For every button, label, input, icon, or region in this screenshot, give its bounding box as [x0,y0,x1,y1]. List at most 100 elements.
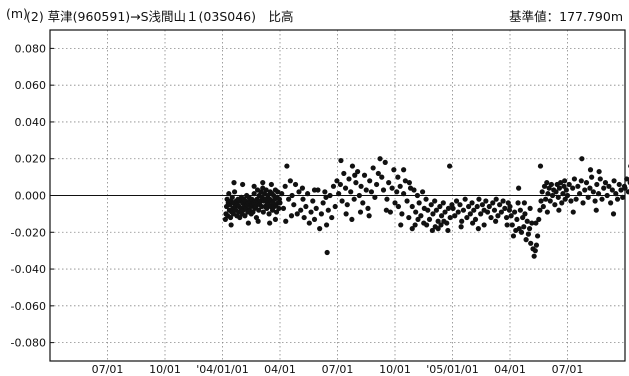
data-point [466,203,472,210]
chart-title: (2) 草津(960591)→S浅間山１(03S046) 比高 [26,9,294,24]
data-point [556,185,563,191]
data-point [353,180,359,186]
data-point [514,216,520,223]
data-point [332,203,338,210]
data-point [415,216,421,223]
data-point [576,191,583,197]
data-point [366,213,372,219]
data-point [370,165,376,171]
data-point [227,214,234,221]
data-point [279,191,285,197]
data-point [573,196,579,202]
data-point [343,211,349,217]
data-point [374,181,380,188]
y-tick-label: -0.040 [11,263,46,276]
data-point [564,192,571,199]
data-point [363,187,369,193]
data-point [464,214,470,221]
data-point [560,191,566,197]
data-point [438,222,444,228]
data-point [394,189,400,195]
data-point [523,237,529,243]
data-point [311,216,318,223]
data-point [594,181,600,188]
data-point [384,196,390,202]
data-point [344,202,350,208]
data-point [488,214,494,221]
data-point [590,189,596,195]
data-point [613,191,619,197]
data-point [399,211,405,217]
x-tick-label: 10/01 [379,363,411,376]
data-point [580,200,586,206]
data-point [483,198,489,204]
data-point [459,218,465,224]
y-tick-label: -0.060 [11,300,46,313]
data-point [356,192,362,199]
data-point [585,194,591,200]
data-point [346,176,352,182]
data-point [389,185,395,191]
data-point [414,192,421,199]
data-point [338,157,344,164]
data-point [392,200,398,206]
data-point [539,189,545,195]
data-point [401,191,407,197]
data-point [582,187,588,193]
data-point [379,174,385,180]
data-point [299,185,306,191]
data-point [280,205,287,211]
data-point [409,203,415,210]
data-point [402,178,408,184]
data-point [458,224,464,230]
data-point [401,167,407,173]
data-point [334,178,340,184]
x-tick-label: 07/01 [552,363,584,376]
data-point [592,198,598,204]
data-point [423,196,429,202]
data-point [380,187,387,193]
data-point [484,209,491,215]
data-point [601,185,607,191]
data-point [555,194,561,200]
data-point [455,209,461,215]
data-point [589,174,595,180]
data-point [432,198,438,204]
data-point [556,207,562,213]
data-point [323,194,329,200]
data-point [516,185,522,191]
data-point [310,198,316,204]
y-tick-label: 0.020 [15,153,47,166]
data-point [367,178,373,184]
data-point [305,191,311,197]
data-point [498,209,504,215]
data-point [342,185,349,191]
data-point [597,176,603,182]
x-axis: 07/01 10/01 '04/01/01 04/01 07/01 10/01 '05/01… [92,363,584,376]
data-point [587,185,593,191]
y-tick-label: 0.080 [15,42,47,55]
x-tick-label: 04/01 [264,363,296,376]
data-point [263,187,269,193]
x-tick-label: 04/01 [494,363,526,376]
data-point [398,222,404,228]
data-point [251,191,257,197]
data-point [383,207,389,213]
data-point [289,192,295,199]
data-point [503,214,510,221]
y-tick-label: 0.040 [15,116,47,129]
data-point [361,172,368,178]
data-point [609,187,615,193]
data-point [320,200,326,206]
data-point [306,220,312,226]
data-point [457,202,463,208]
data-point [490,200,496,206]
data-point [563,187,569,193]
data-point [368,189,375,195]
data-point [538,198,544,204]
data-point [537,207,543,213]
y-tick-label: -0.080 [11,337,46,350]
data-point [397,183,403,189]
data-point [413,209,419,215]
